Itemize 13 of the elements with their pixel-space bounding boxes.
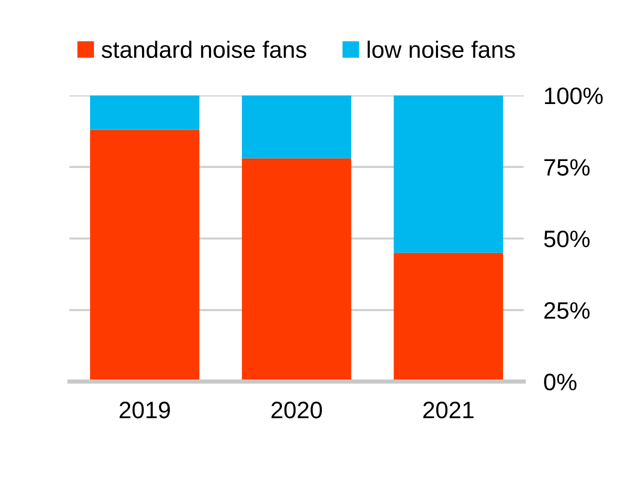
x-tick-label: 2019 <box>120 402 170 418</box>
bar <box>242 95 352 158</box>
x-tick-label: 2020 <box>272 402 322 418</box>
y-tick-label: 75% <box>544 159 590 176</box>
y-tick-label: 100% <box>544 87 603 104</box>
legend-label: standard noise fans <box>102 40 306 58</box>
bar <box>394 95 504 253</box>
y-tick-label: 25% <box>544 302 590 319</box>
x-tick-label: 2021 <box>423 402 474 418</box>
bar <box>90 95 200 130</box>
legend-label: low noise fans <box>368 40 515 58</box>
y-tick-label: 0% <box>544 374 576 390</box>
y-tick-label: 50% <box>544 230 590 248</box>
